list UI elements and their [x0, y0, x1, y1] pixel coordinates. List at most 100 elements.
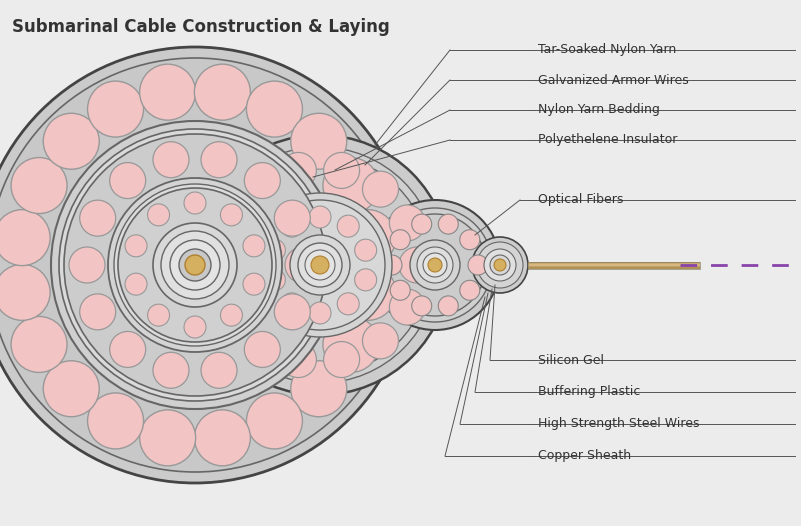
- Circle shape: [125, 273, 147, 295]
- Circle shape: [248, 193, 392, 337]
- Circle shape: [423, 253, 447, 277]
- Circle shape: [184, 316, 206, 338]
- Bar: [528, 267, 700, 268]
- Circle shape: [190, 135, 450, 395]
- Circle shape: [264, 269, 285, 291]
- Bar: [528, 261, 700, 268]
- Circle shape: [110, 163, 146, 198]
- Circle shape: [69, 247, 105, 283]
- Circle shape: [64, 134, 326, 396]
- Circle shape: [202, 147, 438, 383]
- Bar: [528, 261, 700, 263]
- Circle shape: [201, 141, 237, 178]
- Circle shape: [243, 273, 265, 295]
- Circle shape: [244, 163, 280, 198]
- Circle shape: [494, 259, 506, 271]
- Circle shape: [195, 64, 251, 120]
- Text: Nylon Yarn Bedding: Nylon Yarn Bedding: [538, 104, 660, 116]
- Circle shape: [79, 200, 115, 236]
- Circle shape: [281, 215, 303, 237]
- Circle shape: [179, 249, 211, 281]
- Circle shape: [460, 230, 480, 250]
- Circle shape: [363, 323, 398, 359]
- Circle shape: [384, 214, 486, 316]
- Circle shape: [255, 200, 385, 330]
- Circle shape: [147, 204, 170, 226]
- Circle shape: [438, 214, 458, 234]
- Text: Galvanized Armor Wires: Galvanized Armor Wires: [538, 74, 689, 86]
- Circle shape: [114, 184, 276, 346]
- Circle shape: [477, 242, 523, 288]
- Polygon shape: [195, 47, 320, 483]
- Circle shape: [147, 304, 170, 326]
- Text: Tar-Soaked Nylon Yarn: Tar-Soaked Nylon Yarn: [538, 44, 676, 56]
- Circle shape: [309, 206, 331, 228]
- Circle shape: [438, 296, 458, 316]
- Circle shape: [195, 410, 251, 466]
- Bar: [528, 266, 700, 267]
- Circle shape: [43, 361, 99, 417]
- Text: High Strength Steel Wires: High Strength Steel Wires: [538, 418, 699, 430]
- Circle shape: [291, 113, 347, 169]
- Circle shape: [355, 239, 376, 261]
- Circle shape: [378, 208, 492, 322]
- Circle shape: [274, 200, 310, 236]
- Circle shape: [139, 64, 195, 120]
- Circle shape: [243, 235, 265, 257]
- Circle shape: [337, 215, 359, 237]
- Circle shape: [125, 235, 147, 257]
- Circle shape: [389, 205, 425, 241]
- Circle shape: [0, 58, 402, 472]
- Circle shape: [0, 60, 400, 470]
- Circle shape: [247, 393, 303, 449]
- Circle shape: [153, 223, 237, 307]
- Bar: [528, 264, 700, 266]
- Circle shape: [153, 352, 189, 388]
- Bar: [528, 263, 700, 264]
- Circle shape: [0, 47, 413, 483]
- Circle shape: [264, 239, 285, 261]
- Circle shape: [220, 304, 243, 326]
- Circle shape: [340, 265, 396, 320]
- Circle shape: [323, 158, 379, 214]
- Circle shape: [59, 129, 331, 401]
- Circle shape: [215, 205, 251, 241]
- Circle shape: [305, 250, 335, 280]
- Circle shape: [311, 256, 329, 274]
- Circle shape: [185, 255, 205, 275]
- Circle shape: [337, 293, 359, 315]
- Circle shape: [412, 296, 432, 316]
- Circle shape: [108, 178, 282, 352]
- Circle shape: [0, 265, 50, 320]
- Circle shape: [412, 214, 432, 234]
- Circle shape: [11, 317, 67, 372]
- Circle shape: [410, 240, 460, 290]
- Circle shape: [390, 230, 410, 250]
- Circle shape: [205, 247, 241, 283]
- Circle shape: [51, 121, 339, 409]
- Circle shape: [389, 289, 425, 325]
- Circle shape: [110, 331, 146, 368]
- Circle shape: [484, 249, 516, 281]
- Circle shape: [490, 255, 510, 275]
- Circle shape: [382, 255, 402, 275]
- Circle shape: [370, 200, 500, 330]
- Circle shape: [11, 158, 67, 214]
- Circle shape: [472, 237, 528, 293]
- Circle shape: [281, 293, 303, 315]
- Circle shape: [153, 141, 189, 178]
- Circle shape: [428, 258, 442, 272]
- Circle shape: [210, 155, 430, 375]
- Text: Silicon Gel: Silicon Gel: [538, 353, 604, 367]
- Circle shape: [340, 210, 396, 266]
- Circle shape: [215, 289, 251, 325]
- Circle shape: [87, 81, 143, 137]
- Text: Copper Sheath: Copper Sheath: [538, 450, 631, 462]
- Text: Polyethelene Insulator: Polyethelene Insulator: [538, 134, 678, 147]
- Bar: [528, 261, 700, 268]
- Circle shape: [184, 192, 206, 214]
- Circle shape: [291, 361, 347, 417]
- Circle shape: [79, 294, 115, 330]
- Circle shape: [0, 210, 50, 266]
- Circle shape: [298, 243, 342, 287]
